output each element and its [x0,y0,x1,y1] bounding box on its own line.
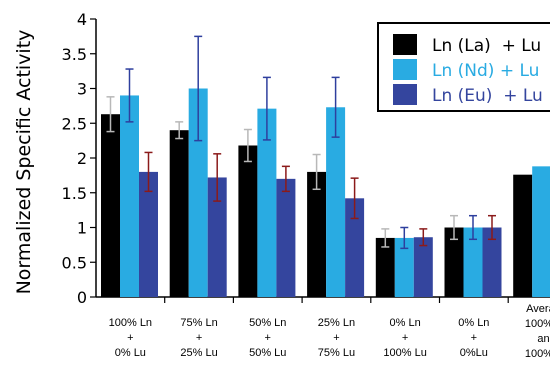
y-tick-label: 2.5 [62,114,87,133]
x-category-label: + [127,332,133,344]
bar [444,227,464,297]
bars [101,35,550,297]
x-category-label: 25% Lu [180,347,217,359]
bar [375,237,395,297]
bar [413,237,433,297]
bar [394,237,414,297]
x-category-label: 75% Lu [318,347,355,359]
y-tick-label: 1.5 [62,184,87,203]
x-category-label: + [333,332,339,344]
x-category-label: 25% Ln [318,317,355,329]
bar [345,198,365,297]
y-axis-label: Normalized Specific Activity [13,30,35,295]
bar [188,88,208,297]
x-category-label: 75% Ln [180,317,217,329]
bar [120,95,139,297]
bar [307,171,327,297]
y-tick-label: 3 [77,80,87,99]
bar [463,227,483,297]
bar [532,166,550,297]
x-category-label: + [471,332,477,344]
x-category-label: Average [526,303,550,315]
y-tick-label: 3.5 [62,45,87,64]
bar [276,178,296,297]
legend-entry-label: Ln (Eu) + Lu [432,86,543,106]
x-axis-tick-labels: 100% Ln +0% Lu 75% Ln +25% Lu 50% Ln +50% Lu 2… [109,303,550,360]
x-category-label: 100% Lu [383,347,426,359]
x-category-label: 0% Ln [458,317,489,329]
x-category-label: 0% Lu [115,347,146,359]
legend-entry-label: Ln (Nd) + Lu [432,61,539,81]
bar [238,145,258,297]
bar [482,227,502,297]
x-category-label: + [265,332,271,344]
legend-swatch [393,34,417,55]
bar [257,108,277,297]
legend-entry-label: Ln (La) + Lu [432,36,541,56]
legend-swatch [393,59,417,80]
bar [169,130,189,297]
bar [101,114,120,297]
x-category-label: + [196,332,202,344]
bar [207,177,227,297]
x-category-label: 100% Ln [109,317,152,329]
bar [139,171,158,297]
y-tick-label: 2 [77,149,87,168]
x-category-label: + [402,332,408,344]
y-tick-label: 0.5 [62,253,87,272]
x-category-label: 100% Lu [525,348,550,360]
legend-swatch [393,84,417,105]
y-tick-label: 4 [77,10,87,29]
x-category-label: and [537,333,550,345]
bar [326,107,346,297]
x-category-label: 0% Ln [390,317,421,329]
legend: Ln (La) + Lu Ln (Nd) + Lu Ln (Eu) + Lu [377,22,550,112]
bar [513,174,533,297]
x-category-label: 50% Lu [249,347,286,359]
y-tick-label: 1 [77,219,87,238]
x-category-label: 50% Ln [249,317,286,329]
axes: 0 0.5 1 1.5 2 2.5 3 3.5 4 [62,10,550,307]
x-category-label: 0%Lu [460,347,488,359]
y-tick-label: 0 [77,288,87,307]
x-category-label: 100% Ln [525,318,550,330]
